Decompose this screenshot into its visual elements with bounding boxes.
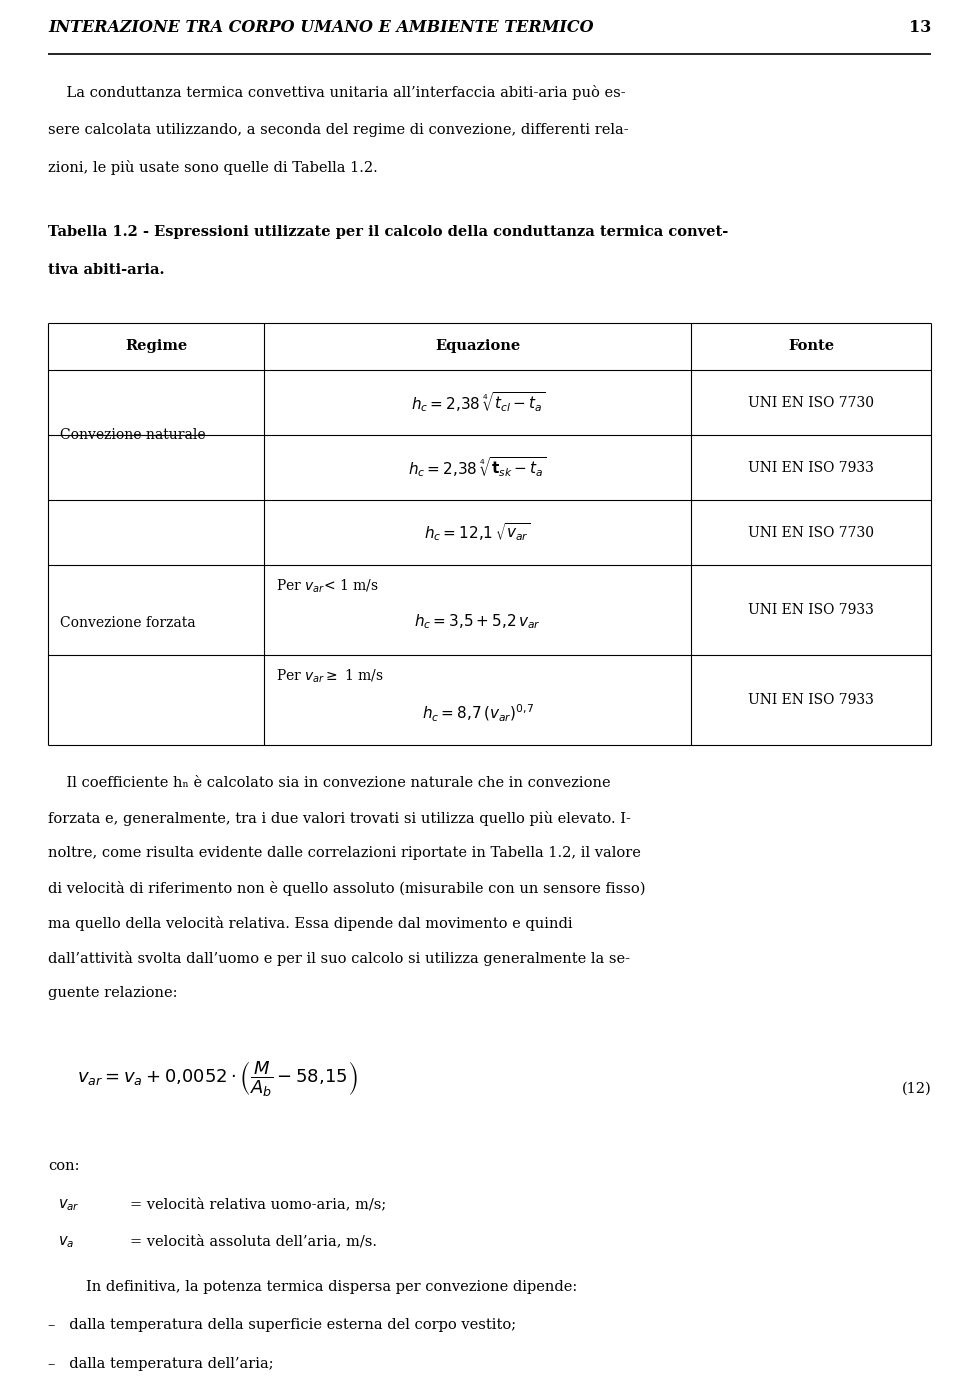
Text: sere calcolata utilizzando, a seconda del regime di convezione, differenti rela-: sere calcolata utilizzando, a seconda de…: [48, 122, 629, 136]
Text: Fonte: Fonte: [788, 339, 834, 354]
Text: –   dalla temperatura dell’aria;: – dalla temperatura dell’aria;: [48, 1356, 274, 1370]
Text: $v_{ar}$: $v_{ar}$: [58, 1198, 80, 1213]
Text: tiva abiti-aria.: tiva abiti-aria.: [48, 262, 164, 276]
Text: = velocità relativa uomo-aria, m/s;: = velocità relativa uomo-aria, m/s;: [130, 1198, 386, 1212]
Text: UNI EN ISO 7730: UNI EN ISO 7730: [748, 396, 875, 409]
Text: Regime: Regime: [125, 339, 187, 354]
Text: INTERAZIONE TRA CORPO UMANO E AMBIENTE TERMICO: INTERAZIONE TRA CORPO UMANO E AMBIENTE T…: [48, 19, 593, 36]
Text: UNI EN ISO 7730: UNI EN ISO 7730: [748, 526, 875, 540]
Text: $h_c = 12{,}1\,\sqrt{v_{ar}}$: $h_c = 12{,}1\,\sqrt{v_{ar}}$: [424, 522, 531, 544]
Text: Convezione naturale: Convezione naturale: [60, 428, 205, 441]
Text: UNI EN ISO 7933: UNI EN ISO 7933: [748, 602, 875, 618]
Text: $h_c = 3{,}5 + 5{,}2\,v_{ar}$: $h_c = 3{,}5 + 5{,}2\,v_{ar}$: [414, 612, 541, 632]
Text: La conduttanza termica convettiva unitaria all’interfaccia abiti-aria può es-: La conduttanza termica convettiva unitar…: [48, 85, 626, 100]
Text: UNI EN ISO 7933: UNI EN ISO 7933: [748, 461, 875, 475]
Text: (12): (12): [901, 1081, 931, 1095]
Text: $v_{ar} = v_a + 0{,}0052 \cdot \left(\dfrac{M}{A_b} - 58{,}15\right)$: $v_{ar} = v_a + 0{,}0052 \cdot \left(\df…: [77, 1059, 357, 1098]
Text: Il coefficiente hₙ è calcolato sia in convezione naturale che in convezione: Il coefficiente hₙ è calcolato sia in co…: [48, 776, 611, 790]
Text: $h_c = 2{,}38\,\sqrt[4]{t_{cl} - t_a}$: $h_c = 2{,}38\,\sqrt[4]{t_{cl} - t_a}$: [411, 390, 544, 415]
Text: Convezione forzata: Convezione forzata: [60, 615, 195, 630]
Text: Per $v_{ar}\geq$ 1 m/s: Per $v_{ar}\geq$ 1 m/s: [276, 668, 384, 684]
Text: $h_c = 8{,}7\,(v_{ar})^{0{,}7}$: $h_c = 8{,}7\,(v_{ar})^{0{,}7}$: [421, 702, 534, 723]
Text: –   dalla temperatura della superficie esterna del corpo vestito;: – dalla temperatura della superficie est…: [48, 1319, 516, 1332]
Text: zioni, le più usate sono quelle di Tabella 1.2.: zioni, le più usate sono quelle di Tabel…: [48, 160, 377, 175]
Text: $v_a$: $v_a$: [58, 1234, 74, 1249]
Text: dall’attività svolta dall’uomo e per il suo calcolo si utilizza generalmente la : dall’attività svolta dall’uomo e per il …: [48, 951, 630, 966]
Text: In definitiva, la potenza termica dispersa per convezione dipende:: In definitiva, la potenza termica disper…: [86, 1280, 578, 1294]
Text: Equazione: Equazione: [435, 339, 520, 354]
Text: Per $v_{ar}$< 1 m/s: Per $v_{ar}$< 1 m/s: [276, 577, 378, 595]
Text: Tabella 1.2 - Espressioni utilizzate per il calcolo della conduttanza termica co: Tabella 1.2 - Espressioni utilizzate per…: [48, 225, 729, 239]
Text: guente relazione:: guente relazione:: [48, 987, 178, 1001]
Text: noltre, come risulta evidente dalle correlazioni riportate in Tabella 1.2, il va: noltre, come risulta evidente dalle corr…: [48, 847, 641, 861]
Text: UNI EN ISO 7933: UNI EN ISO 7933: [748, 693, 875, 706]
Text: = velocità assoluta dell’aria, m/s.: = velocità assoluta dell’aria, m/s.: [130, 1234, 376, 1248]
Text: forzata e, generalmente, tra i due valori trovati si utilizza quello più elevato: forzata e, generalmente, tra i due valor…: [48, 811, 631, 826]
Text: $h_c = 2{,}38\,\sqrt[4]{\mathbf{t}_{sk} - t_a}$: $h_c = 2{,}38\,\sqrt[4]{\mathbf{t}_{sk} …: [408, 455, 547, 479]
Text: ma quello della velocità relativa. Essa dipende dal movimento e quindi: ma quello della velocità relativa. Essa …: [48, 916, 572, 931]
Text: con:: con:: [48, 1159, 80, 1173]
Text: 13: 13: [909, 19, 931, 36]
Text: di velocità di riferimento non è quello assoluto (misurabile con un sensore fiss: di velocità di riferimento non è quello …: [48, 881, 645, 897]
